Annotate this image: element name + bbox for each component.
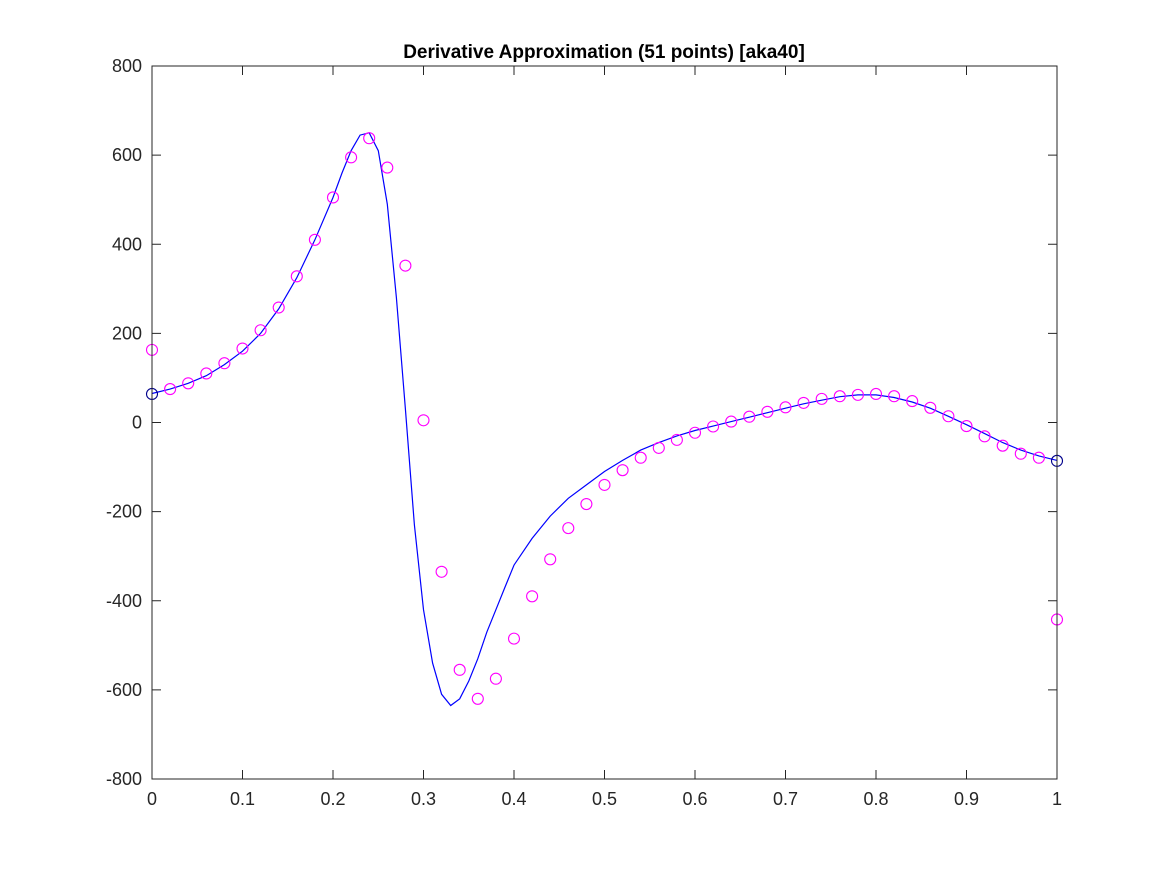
approximation-point <box>833 390 846 403</box>
x-tick-label: 0 <box>147 789 157 809</box>
x-tick-label: 0.5 <box>592 789 617 809</box>
approximation-markers <box>145 132 1064 705</box>
y-tick-label: -200 <box>106 502 142 522</box>
x-tick-label: 0.2 <box>320 789 345 809</box>
approximation-point <box>381 161 394 174</box>
chart-title: Derivative Approximation (51 points) [ak… <box>403 42 805 63</box>
approximation-point <box>725 415 738 428</box>
approximation-point <box>489 672 502 685</box>
approximation-point <box>797 396 810 409</box>
approximation-point <box>363 132 376 145</box>
approximation-point <box>399 259 412 272</box>
approximation-point <box>761 405 774 418</box>
approximation-point <box>670 433 683 446</box>
approximation-point <box>1032 451 1045 464</box>
approximation-point <box>634 451 647 464</box>
approximation-point <box>996 439 1009 452</box>
approximation-point <box>869 387 883 401</box>
approximation-point <box>453 663 466 676</box>
plot-area <box>152 66 1057 779</box>
approximation-point <box>290 270 303 283</box>
plot-content <box>145 132 1064 707</box>
y-tick-label: -400 <box>106 591 142 611</box>
approximation-point <box>308 233 321 246</box>
approximation-point <box>507 632 521 645</box>
approximation-point <box>182 377 195 390</box>
approximation-point <box>652 441 665 454</box>
y-tick-label: 600 <box>112 145 142 165</box>
approximation-point <box>200 367 213 380</box>
approximation-point <box>562 522 575 535</box>
x-axis: 0 0.1 0.2 0.3 0.4 0.5 0.6 0.7 0.8 0.9 1 <box>147 66 1062 809</box>
x-tick-label: 0.9 <box>954 789 979 809</box>
approximation-point <box>688 426 702 439</box>
y-tick-label: -800 <box>106 769 142 789</box>
approximation-point <box>526 590 539 603</box>
approximation-point <box>960 420 973 433</box>
y-tick-label: 400 <box>112 234 142 254</box>
approximation-point <box>779 401 792 414</box>
approximation-point <box>326 191 340 204</box>
approximation-point <box>616 464 629 477</box>
approximation-point <box>598 478 611 491</box>
approximation-point <box>924 401 937 414</box>
approximation-point <box>544 553 557 566</box>
x-tick-label: 0.3 <box>411 789 436 809</box>
approximation-point <box>580 497 593 511</box>
x-tick-label: 0.4 <box>501 789 526 809</box>
x-tick-label: 1 <box>1052 789 1062 809</box>
approximation-point <box>164 383 177 396</box>
approximation-point <box>906 395 919 408</box>
approximation-point <box>417 414 430 427</box>
approximation-point <box>815 392 828 405</box>
x-tick-label: 0.6 <box>682 789 707 809</box>
x-tick-label: 0.8 <box>863 789 888 809</box>
approximation-point <box>435 565 448 578</box>
approximation-point <box>345 151 358 164</box>
y-tick-label: 800 <box>112 56 142 76</box>
approximation-point <box>743 410 756 423</box>
approximation-point <box>272 301 285 314</box>
y-tick-label: 200 <box>112 323 142 343</box>
approximation-point <box>851 388 864 401</box>
approximation-point <box>254 324 267 337</box>
approximation-point <box>471 692 484 705</box>
y-axis: -800 -600 -400 -200 0 200 400 600 800 <box>106 56 1057 789</box>
exact-derivative-line <box>151 132 1058 707</box>
y-tick-label: -600 <box>106 680 142 700</box>
x-tick-label: 0.1 <box>230 789 255 809</box>
approximation-point <box>942 410 955 423</box>
y-tick-label: 0 <box>132 413 142 433</box>
approximation-point <box>236 342 249 355</box>
approximation-point <box>218 357 231 370</box>
x-tick-label: 0.7 <box>773 789 798 809</box>
approximation-point <box>707 420 720 433</box>
approximation-point <box>1014 447 1027 460</box>
approximation-point <box>978 430 991 443</box>
approximation-point <box>888 390 901 403</box>
